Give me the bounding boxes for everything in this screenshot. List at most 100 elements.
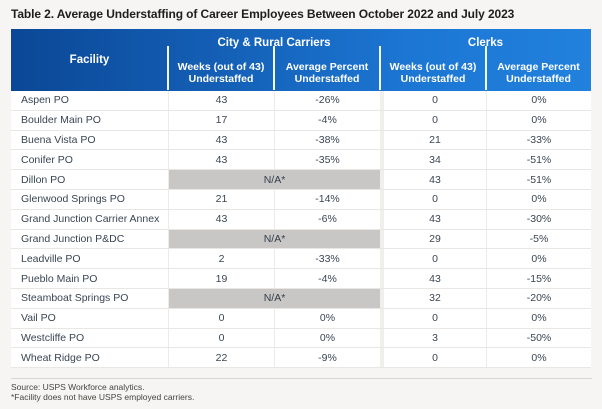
clerks-percent-cell: 0% (486, 189, 591, 209)
carriers-percent-cell: -38% (274, 130, 380, 150)
carriers-percent-cell: -14% (274, 189, 380, 209)
carriers-weeks-cell: 21 (168, 189, 274, 209)
carriers-weeks-column-header: Weeks (out of 43) Understaffed (177, 60, 265, 86)
carriers-weeks-cell: 2 (168, 249, 274, 269)
group-header-clerks: Clerks (467, 37, 504, 49)
table-header: Facility City & Rural Carriers Clerks We… (11, 29, 591, 91)
facility-cell: Wheat Ridge PO (21, 351, 100, 364)
facility-cell: Grand Junction P&DC (21, 232, 125, 245)
table-row: Steamboat Springs PO N/A* 32 -20% (11, 288, 591, 309)
carriers-weeks-cell: 22 (168, 348, 274, 368)
subheader-row: Weeks (out of 43) Understaffed Average P… (168, 55, 591, 91)
carriers-percent-cell: -4% (274, 269, 380, 288)
carriers-percent-cell: -33% (274, 249, 380, 269)
carriers-percent-cell: -9% (274, 348, 380, 368)
facility-cell: Leadville PO (21, 252, 81, 265)
carriers-percent-cell: 0% (274, 328, 380, 348)
footer-divider (11, 378, 592, 379)
footnote: *Facility does not have USPS employed ca… (11, 392, 195, 402)
header-divider (485, 46, 487, 90)
clerks-percent-cell: 0% (486, 110, 591, 130)
carriers-percent-cell: 0% (274, 308, 380, 328)
clerks-percent-cell: -33% (486, 130, 591, 150)
facility-column-header: Facility (69, 54, 110, 66)
clerks-percent-cell: 0% (486, 308, 591, 328)
facility-cell: Grand Junction Carrier Annex (21, 213, 160, 226)
carriers-weeks-cell: 19 (168, 269, 274, 288)
clerks-percent-cell: -51% (486, 150, 591, 170)
clerks-percent-cell: 0% (486, 91, 591, 110)
carriers-percent-column-header: Average Percent Understaffed (285, 60, 369, 86)
carriers-weeks-cell: 0 (168, 328, 274, 348)
facility-cell: Buena Vista PO (21, 133, 96, 146)
table-body: Aspen PO 43 -26% 0 0% Boulder Main PO 17 -4% 0 0%… (11, 91, 591, 369)
table-row: Wheat Ridge PO 22 -9% 0 0% (11, 348, 591, 369)
clerks-percent-cell: -15% (486, 269, 591, 288)
table-row: Aspen PO 43 -26% 0 0% (11, 91, 591, 111)
clerks-percent-cell: -50% (486, 328, 591, 348)
clerks-weeks-cell: 0 (380, 308, 486, 328)
clerks-weeks-cell: 43 (380, 209, 486, 229)
source-note: Source: USPS Workforce analytics. (11, 382, 145, 392)
clerks-percent-cell: -5% (486, 229, 591, 249)
facility-cell: Boulder Main PO (21, 114, 101, 127)
understaffing-table: Facility City & Rural Carriers Clerks We… (11, 29, 591, 369)
facility-cell: Dillon PO (21, 173, 66, 186)
clerks-weeks-cell: 0 (380, 91, 486, 110)
group-header-row: City & Rural Carriers Clerks (168, 31, 591, 55)
table-row: Conifer PO 43 -35% 34 -51% (11, 150, 591, 171)
clerks-weeks-column-header: Weeks (out of 43) Understaffed (389, 60, 477, 86)
group-header-carriers: City & Rural Carriers (217, 37, 331, 49)
carriers-percent-cell: -26% (274, 91, 380, 110)
carriers-na-cell: N/A* (168, 288, 380, 308)
clerks-weeks-cell: 0 (380, 110, 486, 130)
facility-cell: Conifer PO (21, 153, 73, 166)
table-row: Vail PO 0 0% 0 0% (11, 308, 591, 329)
carriers-weeks-cell: 17 (168, 110, 274, 130)
table-row: Westcliffe PO 0 0% 3 -50% (11, 328, 591, 349)
table-row: Grand Junction Carrier Annex 43 -6% 43 -30% (11, 209, 591, 230)
carriers-percent-cell: -6% (274, 209, 380, 229)
carriers-weeks-cell: 43 (168, 150, 274, 170)
header-divider (167, 46, 169, 90)
carriers-na-cell: N/A* (168, 229, 380, 249)
carriers-weeks-cell: 0 (168, 308, 274, 328)
clerks-weeks-cell: 43 (380, 170, 486, 189)
clerks-weeks-cell: 0 (380, 249, 486, 269)
clerks-percent-column-header: Average Percent Understaffed (497, 60, 580, 86)
table-row: Leadville PO 2 -33% 0 0% (11, 249, 591, 270)
facility-cell: Steamboat Springs PO (21, 292, 129, 305)
clerks-percent-cell: 0% (486, 348, 591, 368)
facility-cell: Aspen PO (21, 94, 69, 107)
table-title: Table 2. Average Understaffing of Career… (11, 7, 515, 21)
header-divider (379, 46, 381, 90)
carriers-percent-cell: -4% (274, 110, 380, 130)
carriers-weeks-cell: 43 (168, 91, 274, 110)
facility-cell: Westcliffe PO (21, 331, 85, 344)
clerks-weeks-cell: 3 (380, 328, 486, 348)
facility-cell: Glenwood Springs PO (21, 193, 125, 206)
clerks-weeks-cell: 0 (380, 348, 486, 368)
clerks-weeks-cell: 21 (380, 130, 486, 150)
carriers-weeks-cell: 43 (168, 209, 274, 229)
header-divider (273, 46, 275, 90)
table-row: Grand Junction P&DC N/A* 29 -5% (11, 229, 591, 250)
clerks-weeks-cell: 43 (380, 269, 486, 288)
clerks-weeks-cell: 0 (380, 189, 486, 209)
table-row: Pueblo Main PO 19 -4% 43 -15% (11, 269, 591, 289)
table-row: Dillon PO N/A* 43 -51% (11, 170, 591, 190)
clerks-weeks-cell: 29 (380, 229, 486, 249)
clerks-percent-cell: -20% (486, 288, 591, 308)
carriers-na-cell: N/A* (168, 170, 380, 189)
table-row: Glenwood Springs PO 21 -14% 0 0% (11, 189, 591, 210)
clerks-percent-cell: -51% (486, 170, 591, 189)
carriers-weeks-cell: 43 (168, 130, 274, 150)
facility-cell: Vail PO (21, 312, 56, 325)
facility-cell: Pueblo Main PO (21, 272, 98, 285)
clerks-weeks-cell: 32 (380, 288, 486, 308)
clerks-weeks-cell: 34 (380, 150, 486, 170)
table-row: Boulder Main PO 17 -4% 0 0% (11, 110, 591, 131)
clerks-percent-cell: -30% (486, 209, 591, 229)
table-row: Buena Vista PO 43 -38% 21 -33% (11, 130, 591, 151)
